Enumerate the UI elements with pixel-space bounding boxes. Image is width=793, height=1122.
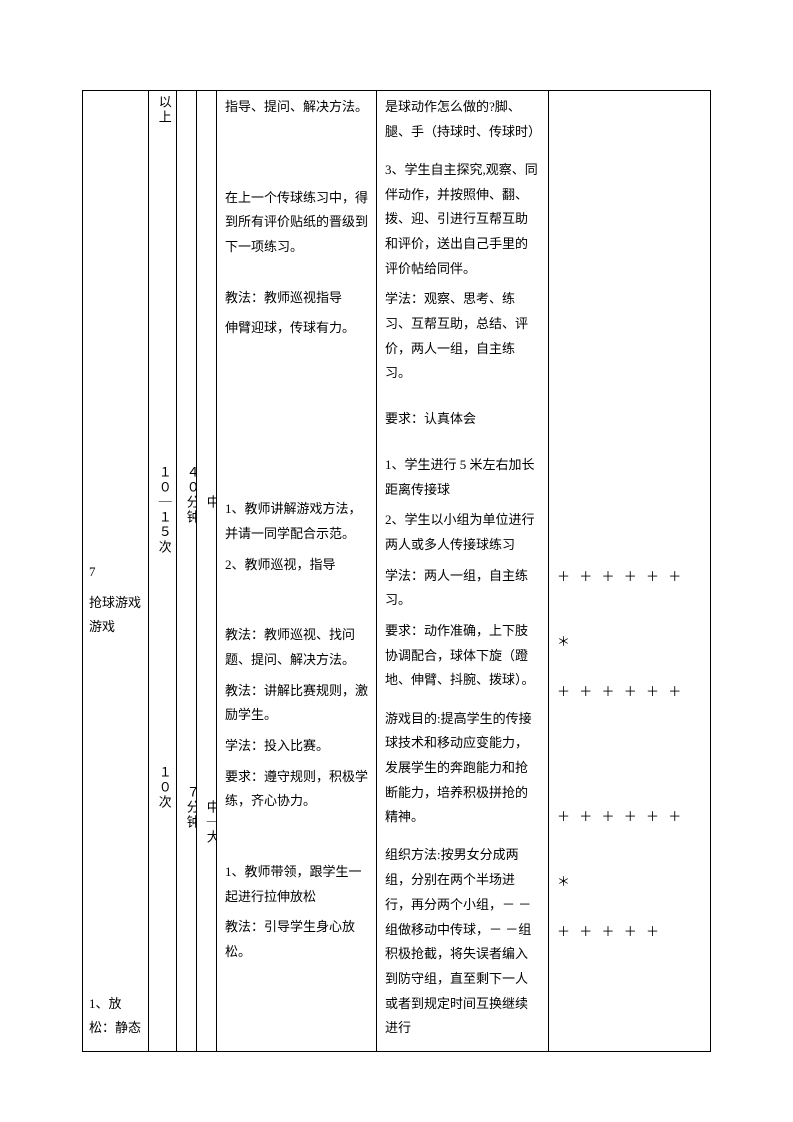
s-p7: 学法：两人一组，自主练习。 [385, 564, 540, 613]
lesson-plan-table: 7 抢球游戏 游戏 1、放松：静态 以上 １０｜１５次 １０次 ４０分钟 ７分钟… [82, 90, 711, 1052]
col-student: 是球动作怎么做的?脚、腿、手（持球时、传球时） 3、学生自主探究,观察、同伴动作… [377, 91, 549, 1051]
t-p9: 学法：投入比赛。 [225, 734, 368, 759]
reps-top: 以上 [151, 95, 176, 125]
formation-row-5: ＊ [557, 870, 702, 895]
s-p3: 学法：观察、思考、练习、互帮互助，总结、评价，两人一组，自主练习。 [385, 287, 540, 386]
section-game-label: 抢球游戏 游戏 [89, 591, 142, 640]
reps-2: １０次 [151, 765, 176, 810]
intensity-2: 中｜大 [199, 800, 217, 845]
t-p4: 伸臂迎球，传球有力。 [225, 316, 368, 341]
t-p2: 在上一个传球练习中，得到所有评价贴纸的晋级到下一项练习。 [225, 186, 368, 260]
reps-1: １０｜１５次 [151, 465, 176, 555]
col-section: 7 抢球游戏 游戏 1、放松：静态 [83, 91, 149, 1051]
col-reps: 以上 １０｜１５次 １０次 [149, 91, 177, 1051]
t-p12: 教法：引导学生身心放松。 [225, 915, 368, 964]
t-p1: 指导、提问、解决方法。 [225, 95, 368, 120]
s-p9: 游戏目的:提高学生的传接球技术和移动应变能力，发展学生的奔跑能力和抢断能力，培养… [385, 707, 540, 830]
s-p8: 要求：动作准确，上下肢协调配合，球体下旋（蹬地、伸臂、抖腕、拨球）。 [385, 619, 540, 693]
col-formation: ＋ ＋ ＋ ＋ ＋ ＋ ＊ ＋ ＋ ＋ ＋ ＋ ＋ ＋ ＋ ＋ ＋ ＋ ＋ ＊ … [549, 91, 710, 1051]
section-relax-label: 1、放松：静态 [89, 992, 142, 1041]
t-p3: 教法：教师巡视指导 [225, 286, 368, 311]
time-1: ４０分钟 [179, 465, 197, 525]
col-intensity: 中 中｜大 [197, 91, 217, 1051]
formation-row-4: ＋ ＋ ＋ ＋ ＋ ＋ [557, 805, 702, 830]
formation-row-1: ＋ ＋ ＋ ＋ ＋ ＋ [557, 565, 702, 590]
t-p11: 1、教师带领，跟学生一起进行拉伸放松 [225, 860, 368, 909]
t-p6: 2、教师巡视，指导 [225, 553, 368, 578]
t-p10: 要求：遵守规则，积极学练，齐心协力。 [225, 765, 368, 814]
time-2: ７分钟 [179, 785, 197, 830]
col-teacher: 指导、提问、解决方法。 在上一个传球练习中，得到所有评价贴纸的晋级到下一项练习。… [217, 91, 377, 1051]
s-p2: 3、学生自主探究,观察、同伴动作，并按照伸、翻、拨、迎、引进行互帮互助和评价，送… [385, 158, 540, 281]
formation-row-3: ＋ ＋ ＋ ＋ ＋ ＋ [557, 680, 702, 705]
s-p4: 要求：认真体会 [385, 407, 540, 432]
s-p10: 组织方法:按男女分成两组，分别在两个半场进行，再分两个小组，－ －组做移动中传球… [385, 843, 540, 1041]
s-p6: 2、学生以小组为单位进行两人或多人传接球练习 [385, 508, 540, 557]
t-p8: 教法：讲解比赛规则，激励学生。 [225, 679, 368, 728]
t-p5: 1、教师讲解游戏方法，并请一同学配合示范。 [225, 497, 368, 546]
s-p1: 是球动作怎么做的?脚、腿、手（持球时、传球时） [385, 95, 540, 144]
formation-row-6: ＋ ＋ ＋ ＋ ＋ [557, 920, 702, 945]
intensity-1: 中 [199, 495, 217, 510]
formation-row-2: ＊ [557, 630, 702, 655]
s-p5: 1、学生进行 5 米左右加长距离传接球 [385, 453, 540, 502]
t-p7: 教法：教师巡视、找问题、提问、解决方法。 [225, 623, 368, 672]
col-time: ４０分钟 ７分钟 [177, 91, 197, 1051]
section-number: 7 [89, 560, 142, 585]
